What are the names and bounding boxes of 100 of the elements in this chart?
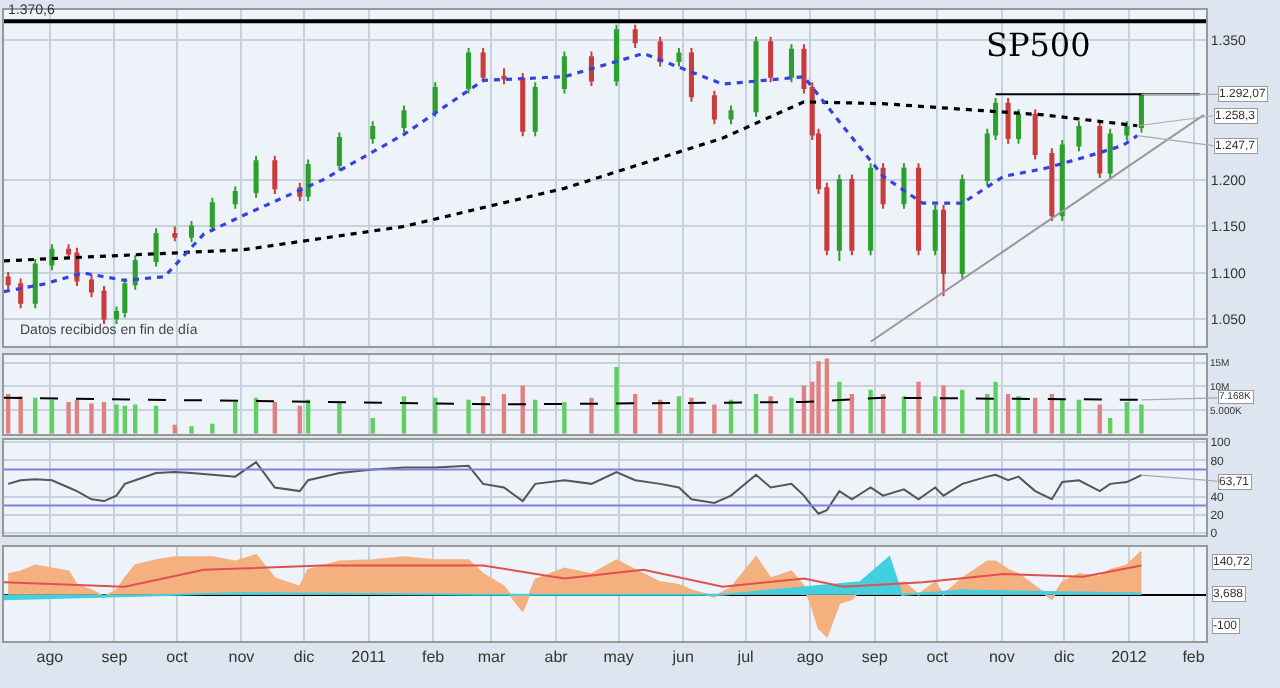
candlestick [153,227,159,268]
bar [916,381,921,434]
bar [941,385,946,434]
x-tick-label: oct [926,648,950,667]
candlestick [272,154,278,195]
candlestick [432,81,438,118]
candlestick [370,120,376,145]
x-tick-label: 2012 [1111,648,1148,667]
candlestick [101,285,107,326]
candlestick [336,131,342,172]
candlestick [1097,120,1103,180]
x-tick-label: may [603,648,634,667]
bar [849,393,855,434]
bar [1005,393,1011,434]
bar [589,397,594,434]
candlestick [122,277,128,319]
bar [837,381,842,434]
bar [501,393,507,434]
candlestick [915,162,922,257]
candlestick [588,50,594,88]
candlestick [753,35,759,118]
bar [689,397,694,434]
candlestick [188,219,195,244]
bar [1124,402,1130,434]
x-tick-label: feb [422,648,446,667]
candlestick [1107,127,1113,180]
candlestick [480,46,486,84]
x-tick-label: 2011 [351,648,387,667]
candlestick [940,204,947,298]
candlestick [932,204,938,257]
candlestick [501,67,507,86]
line-series [4,100,1139,263]
bar [768,396,773,434]
bar [993,381,998,434]
candlestick [632,23,638,49]
x-tick-label: nov [228,648,255,667]
candlestick [711,89,717,126]
candlestick [1049,147,1055,222]
candlestick [32,258,38,310]
x-tick-label: nov [988,648,1015,667]
candlestick [1124,120,1130,141]
candlestick [1032,108,1038,161]
candlestick [1015,108,1022,145]
candlestick [401,104,407,134]
bar [466,399,471,434]
candlestick [849,173,855,257]
bar [824,358,830,434]
candlestick [49,243,55,272]
candlestick [1076,120,1082,153]
bar [189,426,194,434]
bar [337,402,342,434]
x-tick-label: ago [796,648,825,667]
bar [676,396,682,434]
candlestick [788,43,794,84]
bar [114,404,119,434]
candlestick [901,162,907,210]
candlestick [172,225,178,243]
bar [1097,404,1102,434]
bar [133,404,138,434]
bar [210,423,215,434]
bar [89,403,94,434]
x-tick-label: ago [36,648,65,667]
bar [933,396,938,434]
candlestick [1059,138,1065,222]
bar [1016,396,1021,434]
x-tick-label: feb [1182,648,1206,667]
x-tick-label: sep [101,648,129,667]
x-tick-label: sep [861,648,889,667]
candlestick [959,173,965,280]
candlestick [305,158,311,203]
candlestick [880,162,886,210]
bar [614,366,619,434]
candlestick [613,23,619,88]
x-tick-label: abr [544,648,569,667]
candlestick [868,162,874,257]
candlestick [253,154,259,199]
bar [868,389,873,434]
x-tick-label: dic [1054,648,1075,667]
candlestick [836,173,842,262]
candlestick [1138,93,1144,134]
bar [816,361,821,434]
x-tick-label: mar [477,648,506,667]
x-tick-label: jun [670,648,694,667]
candlestick [88,273,95,299]
candlestick [532,81,538,138]
candlestick [728,104,734,126]
text: SP500 [986,26,1091,64]
bar [18,396,23,434]
candlestick [657,35,663,68]
candlestick [466,46,472,95]
candlestick [209,196,215,234]
candlestick [688,46,694,103]
candlestick [232,185,238,210]
bar [753,393,759,434]
bar [1139,404,1144,434]
bar [789,397,794,434]
x-tick-label: jul [735,648,755,667]
candlestick [768,35,774,84]
x-tick-label: oct [166,648,190,667]
x-tick-label: dic [293,648,315,667]
